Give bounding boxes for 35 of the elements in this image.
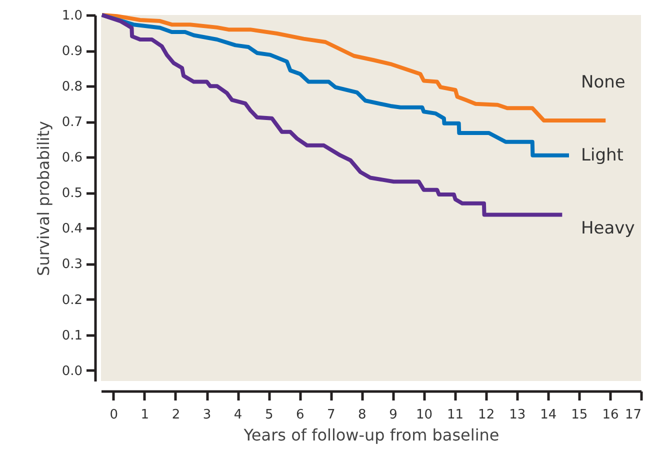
x-tick-label: 17 xyxy=(624,408,642,422)
series-label: None xyxy=(581,72,626,93)
y-tick-label: 0.6 xyxy=(62,150,82,166)
y-tick-label: 0.1 xyxy=(62,328,82,344)
y-tick-label: 0.5 xyxy=(62,186,82,202)
x-tick-label: 12 xyxy=(478,408,495,422)
x-tick-label: 1 xyxy=(140,408,150,422)
x-tick-label: 3 xyxy=(202,408,212,422)
x-axis-title: Years of follow-up from baseline xyxy=(242,426,500,444)
y-tick-label: 0.0 xyxy=(62,364,82,379)
line-series xyxy=(100,13,564,217)
x-tick-label: 14 xyxy=(540,408,557,422)
y-tick-label: 0.8 xyxy=(62,80,82,95)
x-tick-label: 2 xyxy=(172,408,180,422)
y-tick-label: 0.7 xyxy=(62,115,82,130)
x-tick-label: 4 xyxy=(234,408,242,422)
y-tick-label: 0.4 xyxy=(62,222,82,237)
x-tick-label: 11 xyxy=(447,408,464,422)
x-tick-label: 13 xyxy=(509,408,526,422)
y-tick-label: 0.3 xyxy=(62,257,82,272)
y-tick-label: 0.2 xyxy=(62,292,82,308)
y-tick-label: 0.9 xyxy=(62,44,82,60)
x-tick-label: 5 xyxy=(264,408,274,422)
x-tick-label: 10 xyxy=(416,408,433,422)
x-tick-label: 6 xyxy=(296,408,304,422)
x-tick-label: 9 xyxy=(389,408,398,422)
y-tick-label: 1.0 xyxy=(62,8,82,24)
series-label: Light xyxy=(581,145,624,166)
x-tick-label: 16 xyxy=(602,408,619,422)
x-tick-label: 8 xyxy=(358,408,366,422)
y-axis-title: Survival probability xyxy=(34,121,53,276)
x-tick-label: 0 xyxy=(110,408,118,422)
x-tick-label: 15 xyxy=(571,408,588,422)
x-tick-label: 7 xyxy=(327,408,336,422)
series-label: Heavy xyxy=(581,218,635,239)
